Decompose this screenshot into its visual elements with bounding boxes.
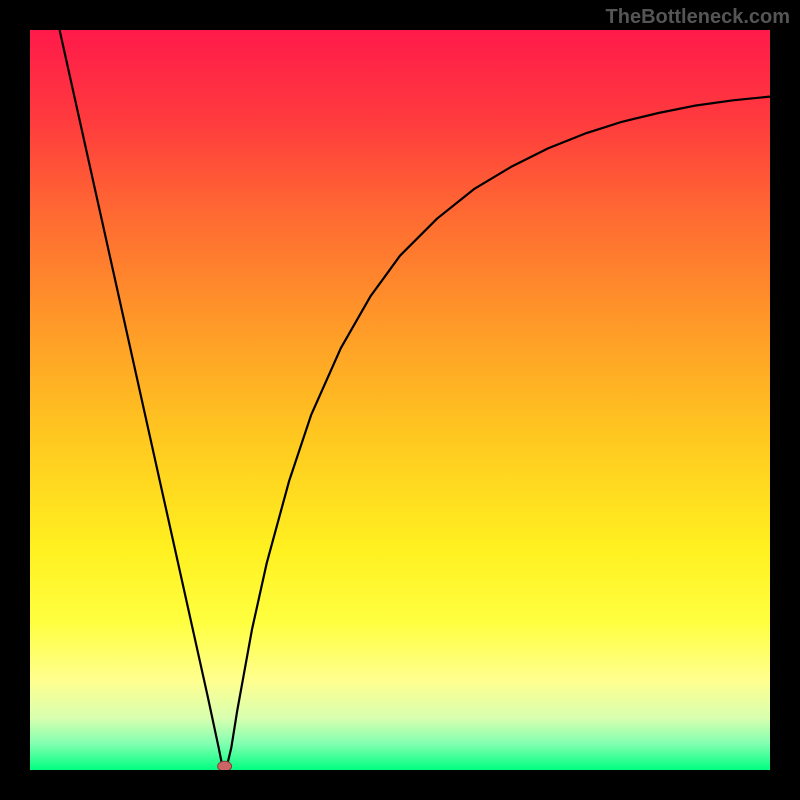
plot-outer-frame — [0, 0, 800, 800]
bottleneck-curve-path — [60, 30, 770, 766]
valley-marker — [218, 761, 232, 770]
curve-layer — [30, 30, 770, 770]
watermark-text: TheBottleneck.com — [606, 6, 790, 29]
plot-area — [30, 30, 770, 770]
